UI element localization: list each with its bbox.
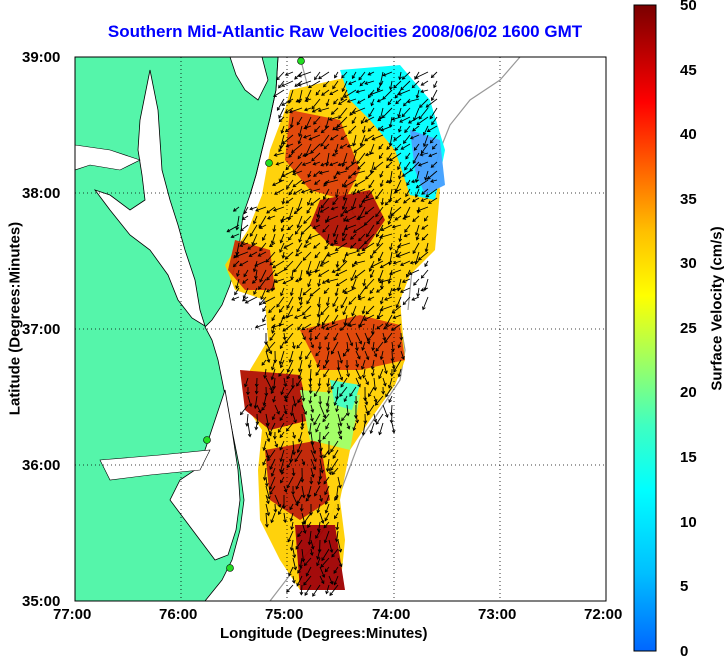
colorbar-tick-label: 15: [680, 449, 697, 466]
colorbar: [634, 5, 656, 651]
colorbar-tick-label: 40: [680, 126, 697, 143]
x-tick-label: 76:00: [159, 606, 197, 623]
colorbar-tick-label: 30: [680, 255, 697, 272]
x-axis-label: Longitude (Degrees:Minutes): [220, 625, 428, 642]
colorbar-tick-label: 25: [680, 320, 697, 337]
y-tick-label: 38:00: [22, 185, 60, 202]
radar-station: [298, 58, 305, 65]
colorbar-tick-label: 35: [680, 191, 697, 208]
x-tick-label: 77:00: [53, 606, 91, 623]
colorbar-label: Surface Velocity (cm/s): [709, 204, 724, 414]
x-tick-label: 72:00: [584, 606, 622, 623]
colorbar-tick-label: 50: [680, 0, 697, 14]
radar-station: [204, 437, 211, 444]
x-tick-label: 74:00: [372, 606, 410, 623]
colorbar-tick-label: 20: [680, 384, 697, 401]
x-tick-label: 73:00: [478, 606, 516, 623]
colorbar-tick-label: 45: [680, 62, 697, 79]
y-tick-label: 37:00: [22, 321, 60, 338]
x-tick-label: 75:00: [265, 606, 303, 623]
y-tick-label: 36:00: [22, 457, 60, 474]
radar-station: [266, 160, 273, 167]
colorbar-tick-label: 5: [680, 578, 688, 595]
colorbar-tick-label: 0: [680, 643, 688, 660]
y-tick-label: 39:00: [22, 49, 60, 66]
colorbar-tick-label: 10: [680, 514, 697, 531]
y-axis-label: Latitude (Degrees:Minutes): [7, 209, 24, 429]
radar-station: [227, 565, 234, 572]
